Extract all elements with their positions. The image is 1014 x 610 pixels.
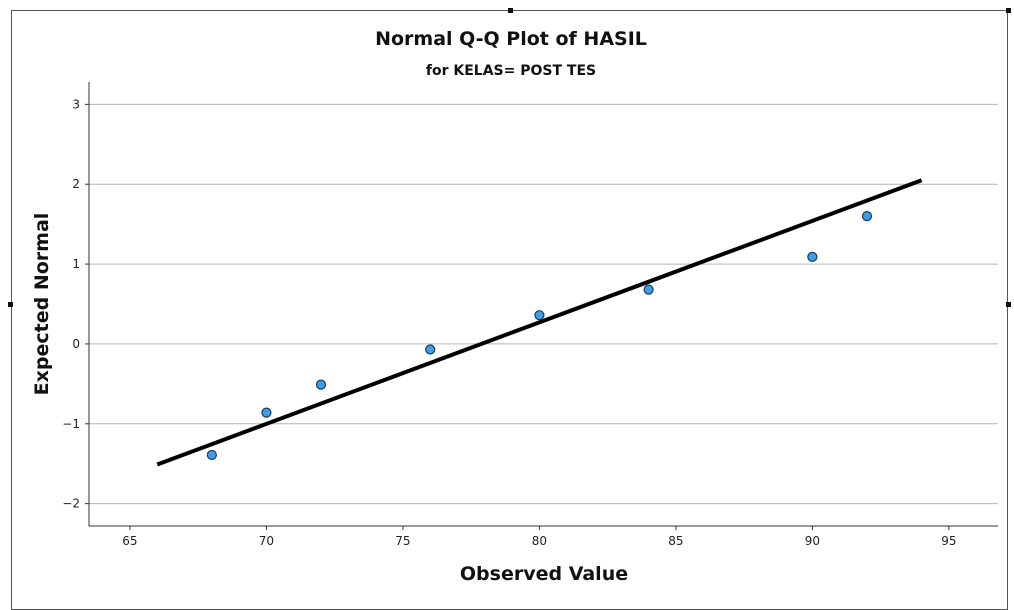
- data-point: [425, 344, 436, 355]
- x-axis-label: Observed Value: [460, 563, 628, 585]
- data-points: [206, 211, 873, 461]
- data-point: [861, 211, 873, 222]
- y-axis-label: Expected Normal: [31, 213, 53, 396]
- y-tick-labels: −2 −1 0 1 2 3: [62, 97, 89, 511]
- y-tick-label: 2: [72, 177, 80, 191]
- y-tick-label: −2: [62, 497, 80, 511]
- x-tick-label: 70: [259, 534, 274, 548]
- resize-handle-top-right[interactable]: [1006, 8, 1011, 13]
- y-tick-label: 3: [72, 97, 80, 111]
- y-tick-label: −1: [62, 417, 80, 431]
- gridlines: [89, 103, 998, 505]
- x-tick-label: 65: [122, 534, 137, 548]
- data-point: [807, 251, 818, 262]
- x-tick-label: 75: [395, 534, 410, 548]
- x-tick-labels: 65 70 75 80 85 90 95: [122, 526, 957, 548]
- data-point: [261, 407, 272, 418]
- x-tick-label: 95: [941, 534, 956, 548]
- resize-handle-right[interactable]: [1006, 302, 1011, 307]
- x-tick-label: 80: [532, 534, 547, 548]
- reference-line: [156, 178, 923, 467]
- data-point: [643, 284, 654, 295]
- resize-handle-left[interactable]: [8, 302, 13, 307]
- data-point: [206, 449, 217, 461]
- data-point: [534, 310, 545, 321]
- chart-subtitle: for KELAS= POST TES: [426, 63, 596, 79]
- chart-title: Normal Q-Q Plot of HASIL: [375, 28, 647, 50]
- y-tick-label: 1: [72, 257, 80, 271]
- resize-handle-top[interactable]: [508, 8, 513, 13]
- x-tick-label: 85: [668, 534, 683, 548]
- y-tick-label: 0: [72, 337, 80, 351]
- x-tick-label: 90: [805, 534, 820, 548]
- data-point: [315, 379, 327, 390]
